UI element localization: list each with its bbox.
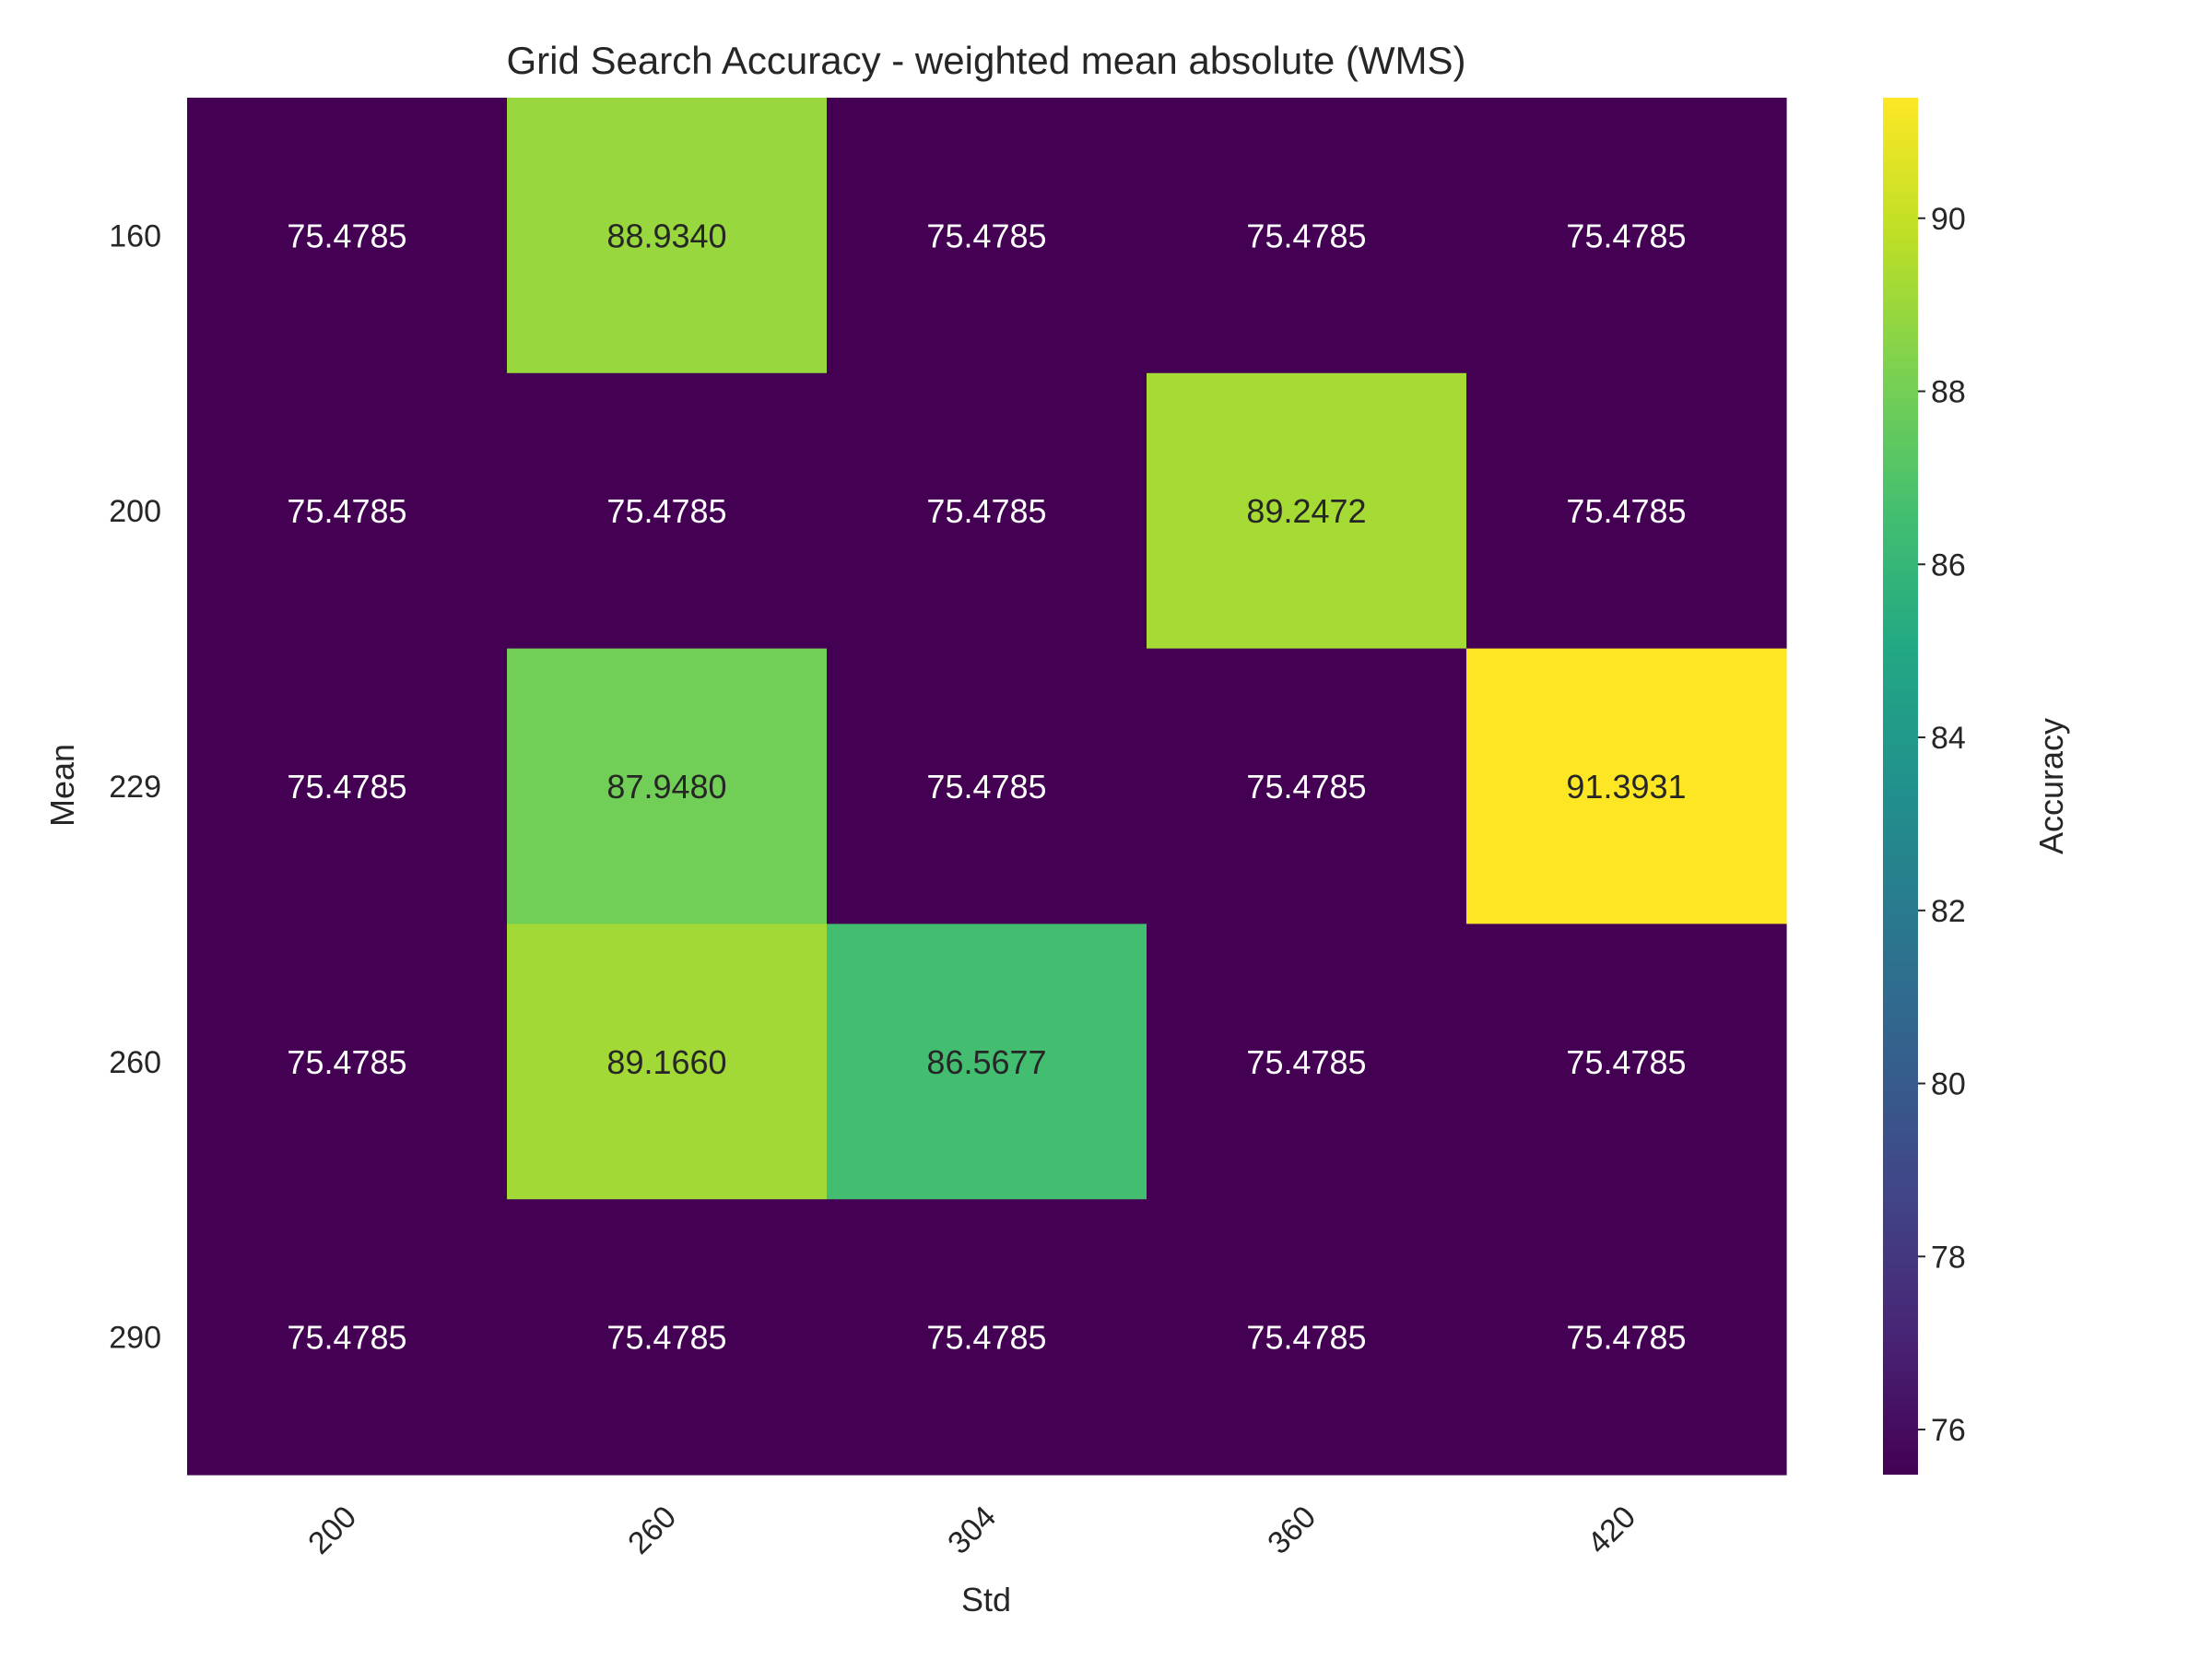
cell-value-label: 91.3931 [1566, 768, 1686, 806]
cell-value-label: 87.9480 [606, 768, 726, 806]
cell-value-label: 75.4785 [1246, 1043, 1366, 1081]
y-tick-label: 160 [109, 218, 161, 253]
cell-value-label: 86.5677 [926, 1043, 1046, 1081]
cell-value-label: 89.2472 [1246, 492, 1366, 530]
heatmap-cell [187, 372, 508, 650]
x-tick-label: 360 [1261, 1500, 1323, 1561]
colorbar-tick-label: 82 [1931, 894, 1966, 929]
colorbar-tick-label: 86 [1931, 547, 1966, 582]
x-tick-label: 420 [1581, 1500, 1642, 1561]
heatmap-cell [507, 648, 828, 924]
heatmap-cell [827, 98, 1147, 374]
x-axis-label: Std [961, 1581, 1011, 1618]
cell-value-label: 75.4785 [1246, 768, 1366, 806]
heatmap-cell [1466, 372, 1787, 650]
x-tick-label: 304 [941, 1500, 1003, 1561]
cell-value-label: 75.4785 [1246, 217, 1366, 254]
cell-value-label: 75.4785 [606, 492, 726, 530]
cell-value-label: 75.4785 [1246, 1319, 1366, 1357]
heatmap-cell [1466, 98, 1787, 374]
cell-value-label: 75.4785 [1566, 492, 1686, 530]
colorbar-tick-label: 90 [1931, 202, 1966, 237]
cell-value-label: 75.4785 [926, 768, 1046, 806]
heatmap-cell [187, 648, 508, 924]
colorbar-tick-label: 88 [1931, 375, 1966, 410]
cell-value-label: 75.4785 [606, 1319, 726, 1357]
heatmap-cell [507, 1199, 828, 1476]
colorbar-label: Accuracy [2032, 718, 2070, 854]
y-tick-label: 200 [109, 494, 161, 529]
heatmap-cell [827, 1199, 1147, 1476]
heatmap-cell [827, 372, 1147, 650]
chart-title: Grid Search Accuracy - weighted mean abs… [506, 39, 1465, 82]
cell-value-label: 75.4785 [926, 217, 1046, 254]
y-tick-label: 260 [109, 1045, 161, 1080]
x-tick-label: 260 [621, 1500, 683, 1561]
heatmap-cell [1466, 648, 1787, 924]
y-tick-label: 290 [109, 1321, 161, 1356]
cell-value-label: 75.4785 [287, 492, 406, 530]
heatmap-cell [827, 648, 1147, 924]
y-axis-label: Mean [43, 744, 81, 827]
heatmap-cell [1147, 372, 1467, 650]
heatmap-cell [1147, 648, 1467, 924]
heatmap-cell [1147, 924, 1467, 1200]
colorbar [1883, 98, 1918, 1475]
x-axis-ticks: 200 260 304 360 420 [301, 1500, 1642, 1561]
heatmap-cell [507, 372, 828, 650]
cell-value-label: 75.4785 [1566, 1043, 1686, 1081]
cell-value-label: 75.4785 [926, 1319, 1046, 1357]
colorbar-tick-label: 76 [1931, 1413, 1966, 1448]
cell-value-label: 88.9340 [606, 217, 726, 254]
colorbar-ticks: 76 78 80 82 84 86 88 90 [1918, 202, 1966, 1448]
heatmap-cell [187, 924, 508, 1200]
colorbar-tick-label: 84 [1931, 721, 1966, 756]
cell-value-label: 75.4785 [926, 492, 1046, 530]
cell-value-label: 75.4785 [287, 217, 406, 254]
y-tick-label: 229 [109, 770, 161, 805]
colorbar-tick-label: 80 [1931, 1067, 1966, 1102]
x-tick-label: 200 [301, 1500, 363, 1561]
cell-value-label: 75.4785 [1566, 217, 1686, 254]
cell-value-label: 75.4785 [287, 1319, 406, 1357]
cell-value-label: 75.4785 [287, 768, 406, 806]
heatmap-cell [187, 1199, 508, 1476]
y-axis-ticks: 160 200 229 260 290 [109, 218, 161, 1355]
cell-value-label: 75.4785 [1566, 1319, 1686, 1357]
colorbar-tick-label: 78 [1931, 1240, 1966, 1275]
heatmap-cell [1466, 1199, 1787, 1476]
heatmap-cell [1147, 98, 1467, 374]
heatmap-cell [507, 924, 828, 1200]
heatmap-cell [507, 98, 828, 374]
heatmap-cell-labels: 75.4785 88.9340 75.4785 75.4785 75.4785 75.47… [287, 217, 1686, 1356]
cell-value-label: 89.1660 [606, 1043, 726, 1081]
cell-value-label: 75.4785 [287, 1043, 406, 1081]
heatmap-cell [1147, 1199, 1467, 1476]
heatmap-cell [187, 98, 508, 374]
heatmap-cells [187, 98, 1787, 1476]
heatmap-cell [1466, 924, 1787, 1200]
heatmap-cell [827, 924, 1147, 1200]
